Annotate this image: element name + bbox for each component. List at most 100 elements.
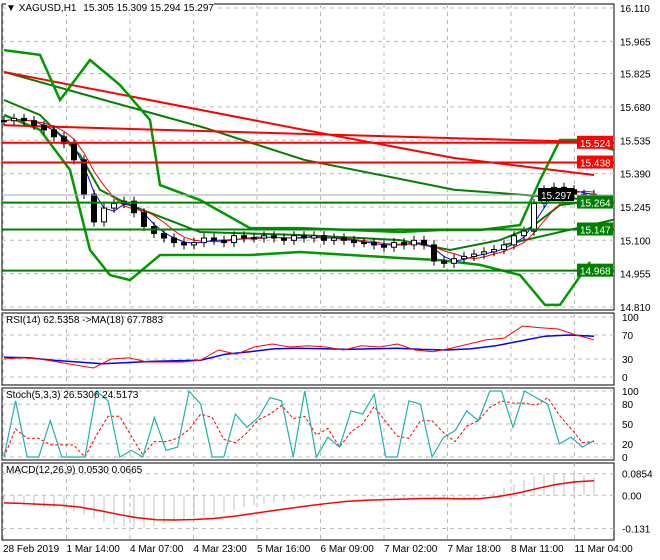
price-tick-label: 15.680 <box>620 103 651 114</box>
sto-tick-label: 80 <box>622 400 634 411</box>
candle-body <box>441 260 447 264</box>
x-tick-label: 1 Mar 14:00 <box>67 544 121 555</box>
x-tick-label: 6 Mar 09:00 <box>321 544 375 555</box>
sto-tick-label: 50 <box>622 420 634 431</box>
candle-body <box>341 237 347 241</box>
level-price-tag <box>577 263 613 277</box>
level-price-label: 15.438 <box>580 159 611 170</box>
candle-body <box>51 129 57 138</box>
macd-title: MACD(12,26,9) 0.0530 0.0665 <box>6 465 143 476</box>
candle-body <box>281 237 287 241</box>
candle-body <box>311 235 317 239</box>
candle-body <box>531 203 537 232</box>
x-tick-label: 7 Mar 18:00 <box>448 544 502 555</box>
current-price-label: 15.297 <box>541 191 572 202</box>
price-tick-label: 14.810 <box>620 303 651 314</box>
candle-body <box>181 242 187 246</box>
price-tick-label: 15.965 <box>620 37 651 48</box>
x-tick-label: 5 Mar 16:00 <box>257 544 311 555</box>
candle-body <box>461 255 467 260</box>
level-price-tag <box>577 135 613 149</box>
stoch-title: Stoch(5,3,3) 26.5306 24.5173 <box>6 390 139 401</box>
panel-frame-macd <box>1 462 615 541</box>
price-tick-label: 15.390 <box>620 170 651 181</box>
macd-tick-label: -0.131 <box>622 524 651 535</box>
trendline <box>3 124 615 144</box>
ma-fast-blue-line <box>3 119 595 262</box>
stoch-main-line <box>3 389 595 459</box>
candle-body <box>171 237 177 244</box>
level-price-label: 14.968 <box>580 267 611 278</box>
candle-body <box>291 235 297 241</box>
candle-body <box>91 193 97 223</box>
dropdown-triangle-icon[interactable]: ▼ <box>6 3 16 14</box>
ma-fast-red-line <box>3 119 595 260</box>
candle-body <box>521 230 527 237</box>
panel-frame-rsi <box>1 312 615 386</box>
level-price-tag <box>577 195 613 209</box>
level-price-label: 15.264 <box>580 199 611 210</box>
price-tick-label: 16.110 <box>620 4 650 15</box>
rsi-tick-label: 70 <box>622 331 634 342</box>
x-tick-label: 8 Mar 11:00 <box>511 544 564 555</box>
x-tick-label: 4 Mar 23:00 <box>194 544 248 555</box>
price-tick-label: 15.825 <box>620 70 651 81</box>
candle-body <box>391 242 397 248</box>
candle-body <box>451 258 457 264</box>
chart-header: ▼ XAGUSD,H1 15.305 15.309 15.294 15.297 <box>6 3 214 14</box>
candle-body <box>71 143 77 161</box>
sto-tick-label: 0 <box>622 453 628 464</box>
candle-body <box>231 235 237 244</box>
current-price-tag <box>538 187 574 201</box>
candle-body <box>241 235 247 239</box>
ma-long-red-line <box>3 70 595 176</box>
candle-body <box>481 251 487 255</box>
candle-body <box>501 244 507 250</box>
candle-body <box>111 203 117 209</box>
candle-body <box>221 239 227 244</box>
candle-body <box>201 237 207 244</box>
bollinger-upper-line <box>3 48 615 234</box>
candle-body <box>361 242 367 245</box>
candle-body <box>161 232 167 239</box>
candle-body <box>31 120 37 126</box>
sto-tick-label: 100 <box>622 387 639 398</box>
candle-body <box>1 120 7 123</box>
x-tick-label: 7 Mar 02:00 <box>384 544 438 555</box>
level-price-tag <box>577 222 613 236</box>
x-tick-label: 28 Feb 2019 <box>3 544 60 555</box>
candle-body <box>401 242 407 246</box>
candle-body <box>321 235 327 241</box>
stoch-signal-line <box>3 396 595 458</box>
x-tick-label: 11 Mar 04:00 <box>575 544 634 555</box>
candle-body <box>491 249 497 253</box>
rsi-tick-label: 100 <box>622 313 639 324</box>
rsi-title: RSI(14) 62.5358 ->MA(18) 67.7883 <box>6 315 164 326</box>
rsi-line <box>3 325 595 369</box>
candle-body <box>41 124 47 131</box>
macd-signal-line <box>3 480 595 521</box>
candle-body <box>301 235 307 239</box>
panel-frame-main <box>1 3 615 311</box>
candle-body <box>351 239 357 244</box>
candle-body <box>191 242 197 246</box>
macd-tick-label: 0.0854 <box>622 470 653 481</box>
candle-body <box>471 253 477 257</box>
price-tick-label: 15.535 <box>620 136 651 147</box>
price-tick-label: 15.245 <box>620 203 651 214</box>
level-price-tag <box>577 155 613 169</box>
level-price-label: 15.147 <box>580 225 611 236</box>
candle-body <box>261 235 267 239</box>
candle-body <box>421 239 427 246</box>
ohlc-values: 15.305 15.309 15.294 15.297 <box>83 3 214 14</box>
candle-body <box>331 237 337 241</box>
price-tick-label: 15.100 <box>620 236 651 247</box>
candle-body <box>211 237 217 241</box>
candle-body <box>431 244 437 262</box>
candle-body <box>11 117 17 122</box>
level-price-label: 15.524 <box>580 139 611 150</box>
candle-body <box>411 239 417 246</box>
candle-body <box>81 159 87 195</box>
